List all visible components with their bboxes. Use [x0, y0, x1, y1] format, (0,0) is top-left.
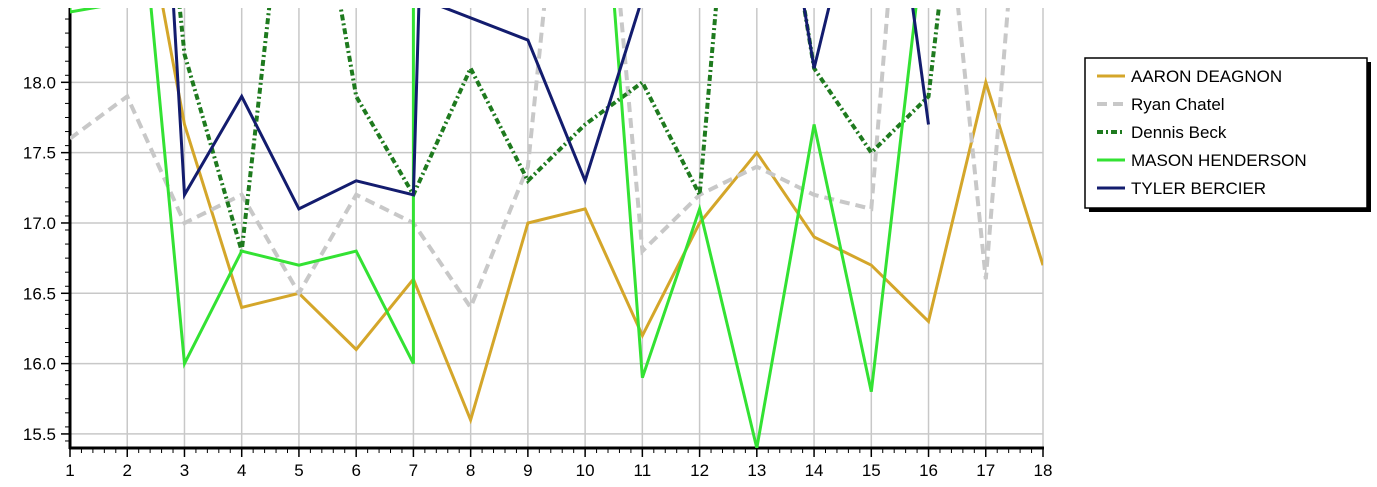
y-tick-label: 17.0	[23, 214, 56, 233]
grid-lines	[69, 8, 1044, 448]
x-tick-label: 6	[351, 461, 360, 480]
y-tick-label: 17.5	[23, 144, 56, 163]
legend-label: MASON HENDERSON	[1131, 151, 1307, 170]
series-line	[172, 8, 930, 211]
y-tick-label: 18.0	[23, 73, 56, 92]
x-tick-label: 2	[123, 461, 132, 480]
x-tick-label: 17	[976, 461, 995, 480]
x-tick-label: 14	[805, 461, 824, 480]
x-tick-label: 12	[690, 461, 709, 480]
x-tick-label: 7	[409, 461, 418, 480]
legend-label: TYLER BERCIER	[1131, 179, 1266, 198]
series-line	[70, 8, 918, 448]
x-tick-label: 5	[294, 461, 303, 480]
legend: AARON DEAGNON Ryan Chatel Dennis Beck MASON…	[1084, 57, 1368, 209]
legend-label: AARON DEAGNON	[1131, 67, 1282, 86]
y-minor-ticks	[65, 18, 70, 442]
x-tick-label: 15	[862, 461, 881, 480]
y-tick-label: 16.0	[23, 355, 56, 374]
series-group	[70, 8, 1043, 448]
series-line	[177, 8, 941, 252]
legend-box	[1084, 57, 1368, 209]
x-tick-label: 4	[237, 461, 246, 480]
x-tick-label: 10	[576, 461, 595, 480]
x-tick-label: 13	[747, 461, 766, 480]
x-tick-label: 16	[919, 461, 938, 480]
series-line	[161, 8, 1043, 425]
series-line	[70, 8, 1010, 312]
x-tick-label: 8	[466, 461, 475, 480]
y-tick-label: 16.5	[23, 284, 56, 303]
x-tick-label: 3	[180, 461, 189, 480]
x-tick-label: 9	[523, 461, 532, 480]
y-tick-label: 15.5	[23, 425, 56, 444]
x-tick-label: 11	[634, 461, 652, 480]
x-tick-label: 1	[65, 461, 74, 480]
x-tick-label: 18	[1034, 461, 1053, 480]
legend-label: Ryan Chatel	[1131, 95, 1225, 114]
legend-label: Dennis Beck	[1131, 123, 1227, 142]
